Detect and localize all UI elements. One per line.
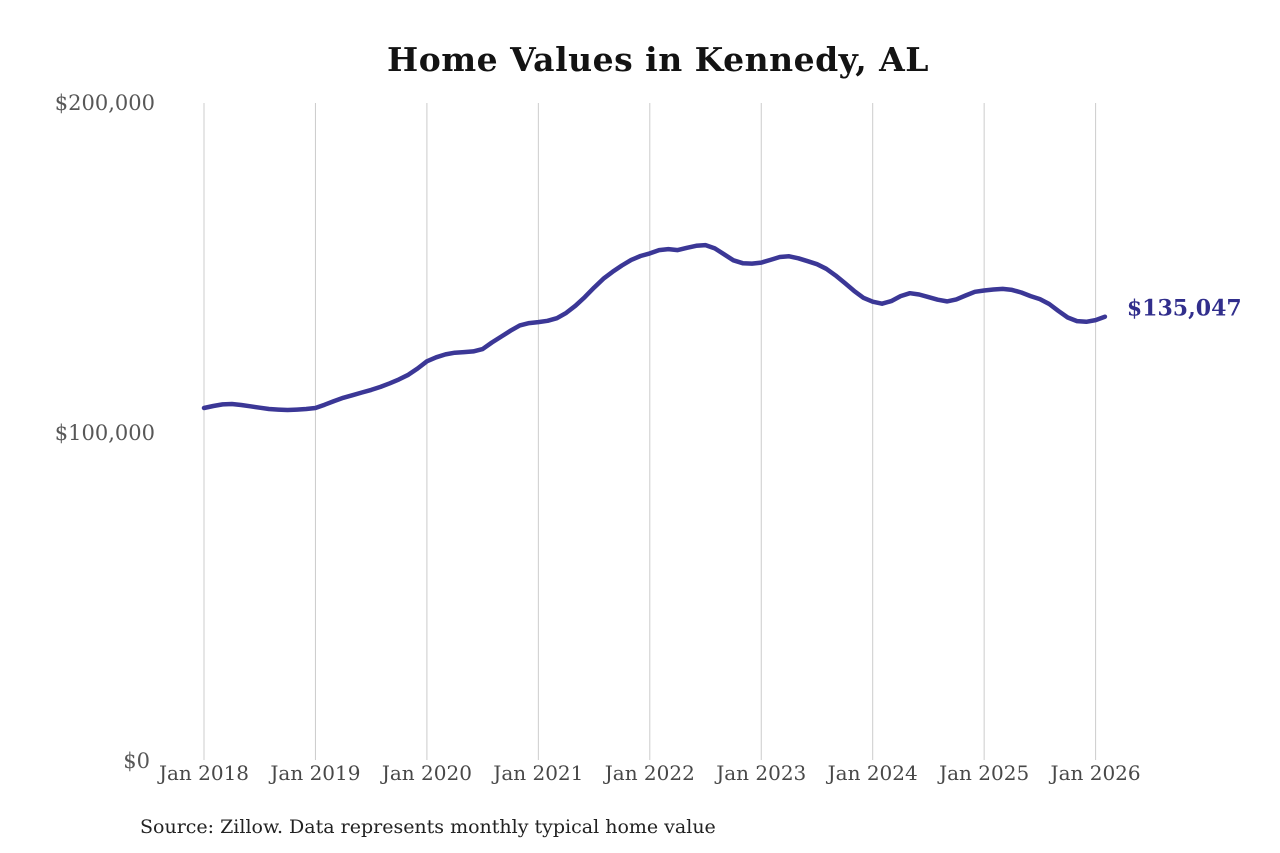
y-axis-label-200000: $200,000 xyxy=(55,91,155,115)
x-axis-label: Jan 2018 xyxy=(157,761,249,785)
x-axis-labels: Jan 2018 Jan 2019 Jan 2020 Jan 2021 Jan 2022… xyxy=(157,761,1141,785)
y-axis-labels: $200,000 $100,000 $0 xyxy=(55,91,155,773)
x-axis-label: Jan 2024 xyxy=(826,761,918,785)
home-value-line xyxy=(201,242,1108,413)
x-axis-label: Jan 2026 xyxy=(1049,761,1141,785)
x-axis-label: Jan 2022 xyxy=(603,761,695,785)
gridlines xyxy=(203,103,1097,760)
y-axis-label-100000: $100,000 xyxy=(55,421,155,445)
x-axis-label: Jan 2019 xyxy=(268,761,360,785)
x-axis-label: Jan 2025 xyxy=(937,761,1029,785)
x-axis-label: Jan 2021 xyxy=(491,761,583,785)
chart-title: Home Values in Kennedy, AL xyxy=(387,40,929,79)
y-axis-label-0: $0 xyxy=(123,749,150,773)
x-axis-label: Jan 2020 xyxy=(380,761,472,785)
source-note: Source: Zillow. Data represents monthly … xyxy=(140,816,716,838)
x-axis-label: Jan 2023 xyxy=(714,761,806,785)
end-value-label: $135,047 xyxy=(1127,296,1242,322)
